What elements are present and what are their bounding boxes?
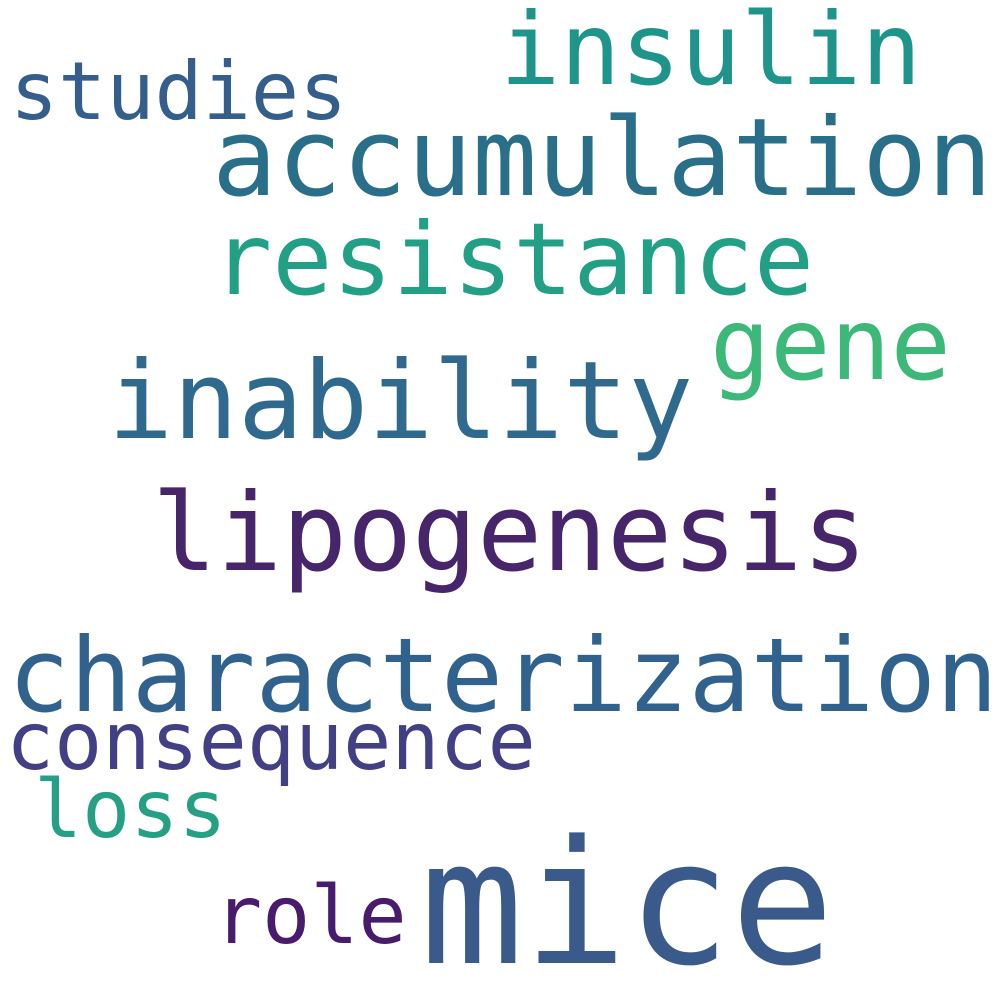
word-insulin: insulin	[500, 0, 922, 108]
word-role: role	[214, 869, 407, 962]
word-accumulation: accumulation	[212, 96, 993, 221]
word-resistance: resistance	[212, 201, 815, 318]
word-lipogenesis: lipogenesis	[152, 471, 868, 596]
word-mice: mice	[420, 803, 835, 1000]
word-studies: studies	[10, 45, 348, 138]
word-loss: loss	[34, 763, 227, 856]
word-characterization: characterization	[8, 617, 998, 736]
word-gene: gene	[710, 286, 951, 403]
word-consequence: consequence	[6, 695, 536, 788]
word-inability: inability	[108, 339, 694, 464]
